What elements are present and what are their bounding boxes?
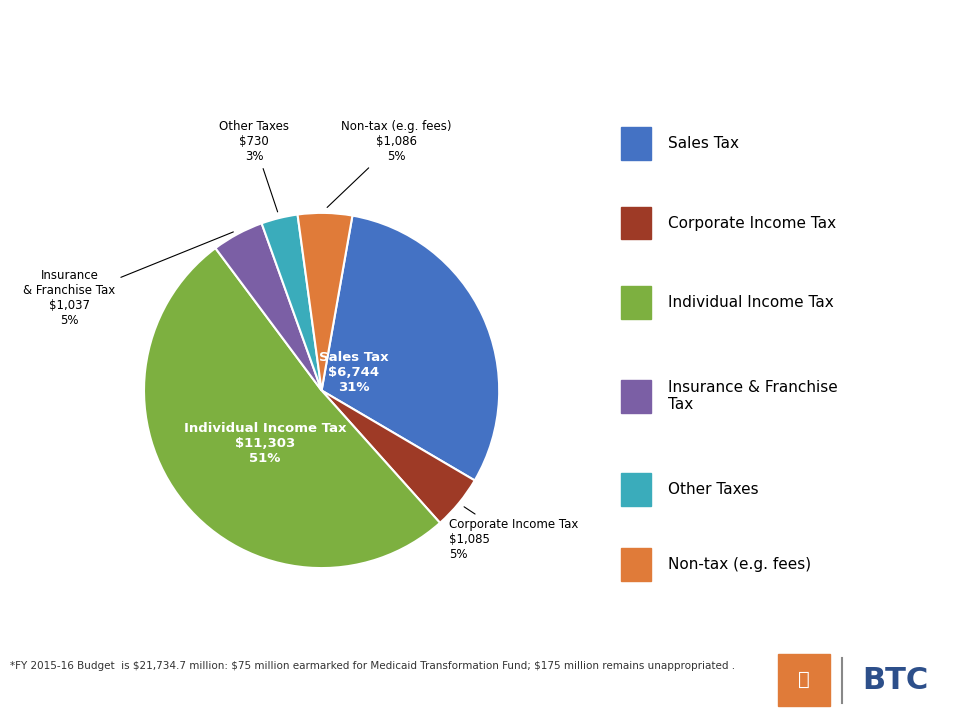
Bar <box>621 207 651 239</box>
Wedge shape <box>262 215 322 390</box>
Text: Individual Income Tax
$11,303
51%: Individual Income Tax $11,303 51% <box>183 422 346 465</box>
Wedge shape <box>144 248 440 568</box>
Bar <box>621 127 651 160</box>
Text: ⛹: ⛹ <box>798 670 810 688</box>
Wedge shape <box>215 223 322 390</box>
Text: Non-tax (e.g. fees): Non-tax (e.g. fees) <box>668 557 811 572</box>
Wedge shape <box>322 390 475 523</box>
Text: Other Taxes
$730
3%: Other Taxes $730 3% <box>219 120 289 212</box>
Bar <box>621 474 651 506</box>
Wedge shape <box>322 215 499 480</box>
Text: North Carolina’s income taxes are a key pillar to the state’s ability to meet co: North Carolina’s income taxes are a key … <box>19 81 739 96</box>
Text: Other Taxes: Other Taxes <box>668 482 758 498</box>
Wedge shape <box>298 213 352 390</box>
Text: Corporate Income Tax: Corporate Income Tax <box>668 215 836 230</box>
Text: Insurance & Franchise
Tax: Insurance & Franchise Tax <box>668 380 838 413</box>
Bar <box>621 380 651 413</box>
Text: Individual Income Tax: Individual Income Tax <box>668 295 834 310</box>
Text: Our tax code supports our ability to invest.: Our tax code supports our ability to inv… <box>19 30 697 57</box>
Bar <box>621 287 651 319</box>
Text: Insurance
& Franchise Tax
$1,037
5%: Insurance & Franchise Tax $1,037 5% <box>23 232 233 327</box>
Text: Non-tax (e.g. fees)
$1,086
5%: Non-tax (e.g. fees) $1,086 5% <box>327 120 451 207</box>
Bar <box>621 549 651 581</box>
Bar <box>778 654 830 706</box>
Text: BTC: BTC <box>862 666 928 695</box>
Text: Sales Tax: Sales Tax <box>668 136 739 151</box>
Text: Sales Tax
$6,744
31%: Sales Tax $6,744 31% <box>319 351 389 395</box>
Text: Corporate Income Tax
$1,085
5%: Corporate Income Tax $1,085 5% <box>449 507 579 562</box>
Text: *FY 2015-16 Budget  is $21,734.7 million: $75 million earmarked for Medicaid Tra: *FY 2015-16 Budget is $21,734.7 million:… <box>10 661 734 671</box>
